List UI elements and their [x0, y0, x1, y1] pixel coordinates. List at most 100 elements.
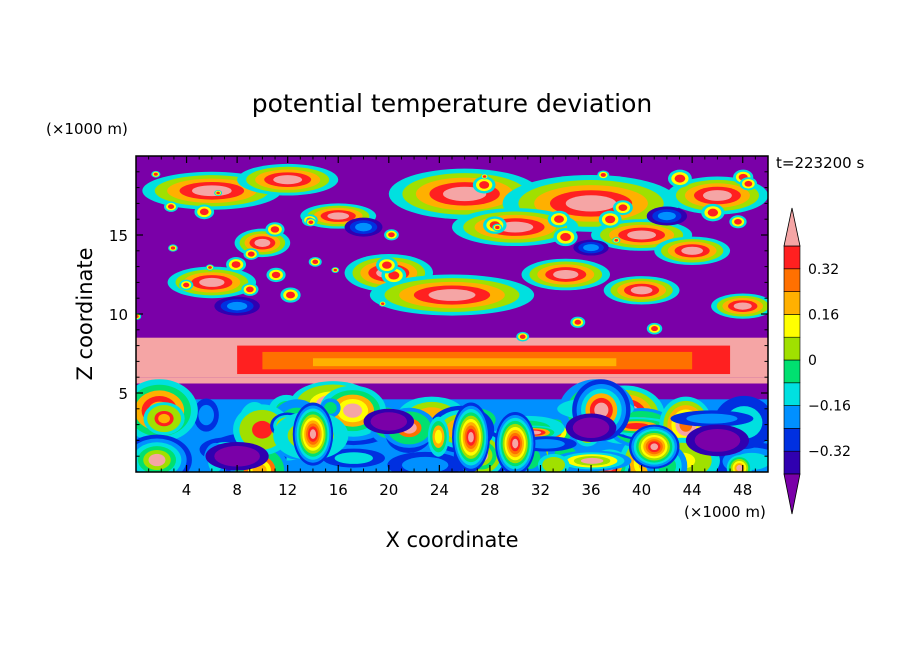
colorbar-extend-top: [783, 207, 801, 247]
fine-scale-feature: [674, 174, 686, 183]
fine-scale-feature: [707, 208, 719, 217]
x-tick-label: 20: [379, 481, 398, 499]
colorbar-segment: [783, 314, 801, 338]
fine-scale-feature: [208, 266, 212, 269]
fine-scale-feature: [170, 246, 176, 250]
upper-warm-region: [199, 277, 225, 287]
boundary-layer-eddy: [686, 413, 738, 424]
boundary-layer-eddy: [526, 439, 565, 449]
colorbar-tick-label: −0.32: [808, 444, 851, 460]
upper-cool-region: [227, 301, 248, 311]
y-axis-unit: (×1000 m): [46, 120, 128, 138]
fine-scale-feature: [388, 271, 400, 280]
x-tick-label: 24: [430, 481, 449, 499]
upper-warm-region: [681, 246, 703, 255]
surface-warm-plume: [650, 443, 659, 451]
fine-scale-feature: [246, 286, 254, 293]
x-tick-label: 48: [733, 481, 752, 499]
y-tick-label: 15: [109, 227, 128, 245]
fine-scale-feature: [270, 226, 280, 233]
boundary-layer-eddy: [324, 402, 337, 414]
fine-scale-feature: [519, 334, 526, 339]
fine-scale-feature: [231, 261, 241, 268]
mid-cool-layer: [136, 383, 768, 400]
upper-cool-region: [583, 244, 599, 252]
colorbar-tick-label: 0: [808, 353, 817, 369]
contour-regions: [136, 163, 768, 472]
fine-scale-feature: [744, 180, 753, 187]
mid-warm-band: [136, 377, 768, 384]
fine-scale-feature: [183, 282, 190, 288]
fine-scale-feature: [388, 232, 395, 238]
surface-cool-region: [579, 421, 603, 435]
x-tick-label: 16: [329, 481, 348, 499]
x-tick-label: 12: [278, 481, 297, 499]
upper-warm-region: [428, 289, 476, 301]
upper-warm-region: [702, 190, 732, 201]
boundary-layer-eddy: [158, 413, 170, 424]
fine-scale-feature: [554, 215, 565, 223]
fine-scale-feature: [574, 319, 582, 325]
fine-scale-feature: [286, 291, 296, 299]
boundary-layer-eddy: [334, 452, 373, 464]
colorbar-segment: [783, 428, 801, 452]
upper-warm-region: [733, 302, 752, 310]
fine-scale-feature: [308, 220, 314, 225]
colorbar-tick-label: −0.16: [808, 399, 851, 415]
fine-scale-feature: [271, 271, 281, 279]
boundary-layer-eddy: [434, 429, 443, 444]
colorbar-segment: [783, 359, 801, 384]
boundary-layer-eddy: [736, 464, 743, 472]
surface-warm-plume: [309, 429, 317, 439]
y-tick-label: 10: [109, 306, 128, 324]
colorbar-segment: [783, 268, 801, 292]
mid-warm-band: [312, 358, 617, 367]
fine-scale-feature: [560, 233, 571, 242]
boundary-layer-eddy: [594, 402, 609, 418]
upper-warm-region: [553, 269, 579, 280]
colorbar-segment: [783, 382, 801, 406]
fine-scale-feature: [167, 204, 175, 209]
colorbar: 0.32 0.16 0 −0.16 −0.32: [783, 207, 851, 515]
surface-cool-region: [377, 415, 401, 428]
fine-scale-feature: [479, 181, 490, 189]
fine-scale-feature: [734, 218, 742, 225]
x-axis-ticks: 4 8 12 16 20 24 28 32 36 40 44 48: [148, 156, 756, 499]
boundary-layer-eddy: [546, 460, 561, 470]
upper-warm-region: [565, 195, 617, 212]
x-tick-label: 4: [182, 481, 192, 499]
colorbar-extend-bottom: [783, 473, 801, 515]
fine-scale-feature: [600, 172, 606, 177]
colorbar-segment: [783, 291, 801, 315]
upper-warm-region: [327, 212, 350, 220]
boundary-layer-eddy: [148, 453, 166, 467]
time-label: t=223200 s: [776, 154, 864, 172]
fine-scale-feature: [216, 191, 220, 195]
fine-scale-feature: [333, 268, 338, 272]
surface-cool-region: [223, 449, 252, 463]
colorbar-segment: [783, 245, 801, 270]
upper-warm-region: [254, 238, 271, 247]
colorbar-segment: [783, 405, 801, 429]
x-tick-label: 44: [683, 481, 702, 499]
boundary-layer-eddy: [343, 403, 363, 418]
y-axis-ticks: 5 10 15: [109, 171, 768, 457]
x-axis-label: X coordinate: [385, 528, 518, 552]
colorbar-tick-label: 0.32: [808, 262, 839, 278]
fine-scale-feature: [380, 302, 385, 305]
plot-area: [136, 156, 768, 472]
boundary-layer-eddy: [401, 456, 449, 472]
upper-warm-region: [191, 185, 232, 197]
surface-warm-plume: [468, 431, 474, 443]
fine-scale-feature: [312, 259, 319, 265]
x-tick-label: 28: [480, 481, 499, 499]
boundary-layer-eddy: [580, 457, 604, 464]
fine-scale-feature: [651, 326, 658, 332]
fine-scale-feature: [382, 261, 392, 269]
boundary-layer-eddy: [252, 420, 273, 439]
chart-title: potential temperature deviation: [252, 89, 652, 118]
upper-warm-region: [273, 175, 303, 185]
fine-scale-feature: [199, 208, 209, 216]
boundary-layer-eddy: [198, 404, 214, 426]
